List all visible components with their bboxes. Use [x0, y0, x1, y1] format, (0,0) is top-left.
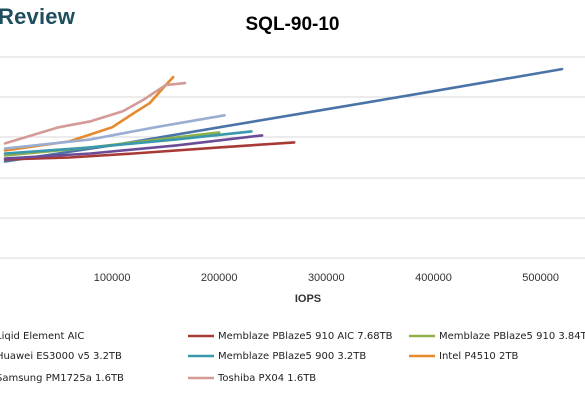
legend-entry: Samsung PM1725a 1.6TB — [0, 373, 124, 384]
legend-entry: Huawei ES3000 v5 3.2TB — [0, 351, 122, 362]
series-lines — [3, 67, 564, 163]
series-line-2 — [3, 141, 296, 161]
legend-entry: Memblaze PBlaze5 910 AIC 7.68TB — [218, 331, 393, 342]
legend-entry: Memblaze PBlaze5 910 3.84TB — [439, 331, 585, 342]
gridlines — [0, 56, 585, 259]
x-tick-label: 100000 — [94, 272, 131, 284]
legend-entry: Toshiba PX04 1.6TB — [217, 373, 316, 384]
brand-logo-text: Review — [0, 4, 76, 29]
chart-title: SQL-90-10 — [245, 14, 340, 35]
legend-entry: Memblaze PBlaze5 900 3.2TB — [218, 351, 366, 362]
x-axis-label: IOPS — [295, 293, 321, 305]
x-tick-label: 400000 — [415, 272, 452, 284]
x-tick-label: 300000 — [308, 272, 345, 284]
x-tick-label: 500000 — [522, 272, 559, 284]
x-tick-label: 200000 — [201, 272, 238, 284]
series-line-8 — [3, 81, 187, 145]
series-line-7 — [3, 114, 226, 150]
x-axis-ticks: 100000 200000 300000 400000 500000 — [94, 272, 559, 284]
legend-entry: Liqid Element AIC — [0, 331, 84, 342]
series-line-4 — [3, 134, 264, 160]
legend-entry: Intel P4510 2TB — [439, 351, 518, 362]
series-line-5 — [3, 130, 253, 155]
legend: Liqid Element AIC Memblaze PBlaze5 910 AI… — [0, 331, 585, 384]
